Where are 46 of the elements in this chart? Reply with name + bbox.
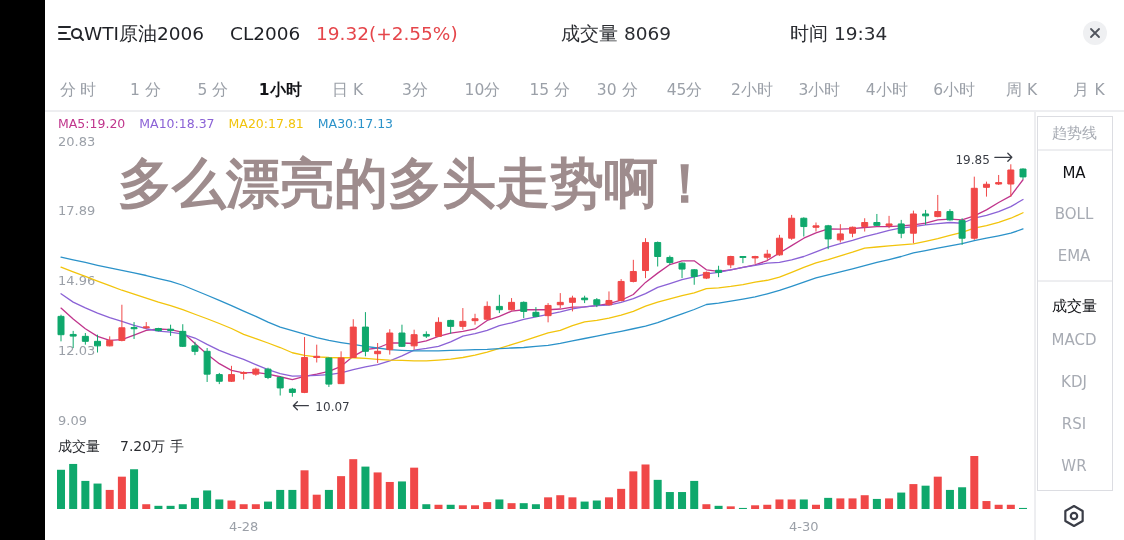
header-info-label: 19.32(+2.55%)	[316, 22, 458, 44]
tab-label: 3小时	[798, 81, 841, 99]
tab-label: 分 时	[59, 81, 97, 99]
header-info-label: 成交量 8069	[561, 22, 671, 44]
indicator-label: RSI	[1061, 415, 1087, 433]
legend-label: MA20:17.81	[228, 115, 304, 131]
selected-indicator-label: 成交量	[1051, 297, 1097, 315]
tab-label: 日 K	[332, 81, 364, 99]
y-tick-label: 17.89	[58, 203, 96, 219]
legend-label: MA10:18.37	[139, 115, 215, 131]
indicator-label: EMA	[1057, 247, 1091, 265]
tab-label: 5 分	[197, 81, 229, 99]
panel-subtitle: 7.20万 手	[120, 438, 184, 454]
subtitle: CL2006	[230, 22, 301, 44]
tab-label: 30 分	[596, 81, 638, 99]
tab-label: 45分	[666, 81, 703, 99]
selected-indicator-label: MA	[1062, 164, 1086, 182]
tab-label: 2小时	[731, 81, 773, 99]
tab-label: 周 K	[1006, 81, 1038, 99]
tab-label: 10分	[464, 81, 501, 99]
x-tick-label: 4-30	[789, 518, 819, 534]
tab-label: 1 分	[130, 81, 161, 99]
header-info-label: 时间 19:34	[790, 22, 888, 44]
indicator-label: WR	[1061, 457, 1087, 475]
tab-label: 月 K	[1073, 81, 1105, 99]
tab-label: 6小时	[933, 81, 976, 99]
tab-label: 4小时	[865, 81, 908, 99]
title: WTI原油2006	[84, 22, 205, 44]
y-tick-label: 20.83	[58, 133, 96, 149]
tab-label: 3分	[402, 81, 428, 99]
indicator-label: 趋势线	[1051, 124, 1097, 142]
y-tick-label: 12.03	[58, 342, 96, 358]
y-tick-label: 9.09	[58, 412, 87, 428]
legend-label: MA30:17.13	[317, 115, 394, 131]
high-price-label: 19.85	[955, 153, 990, 168]
x-tick-label: 4-28	[228, 518, 259, 534]
selected-tab-label: 1小时	[258, 81, 302, 99]
indicator-label: KDJ	[1061, 373, 1087, 391]
caption-label: 多么漂亮的多头走势啊！	[118, 151, 712, 215]
indicator-label: MACD	[1051, 331, 1097, 349]
legend-label: MA5:19.20	[58, 115, 126, 131]
tab-label: 15 分	[529, 81, 571, 99]
panel-title: 成交量	[58, 438, 100, 454]
indicator-label: BOLL	[1054, 205, 1094, 223]
y-tick-label: 14.96	[58, 273, 96, 288]
low-price-label: 10.07	[315, 399, 350, 414]
